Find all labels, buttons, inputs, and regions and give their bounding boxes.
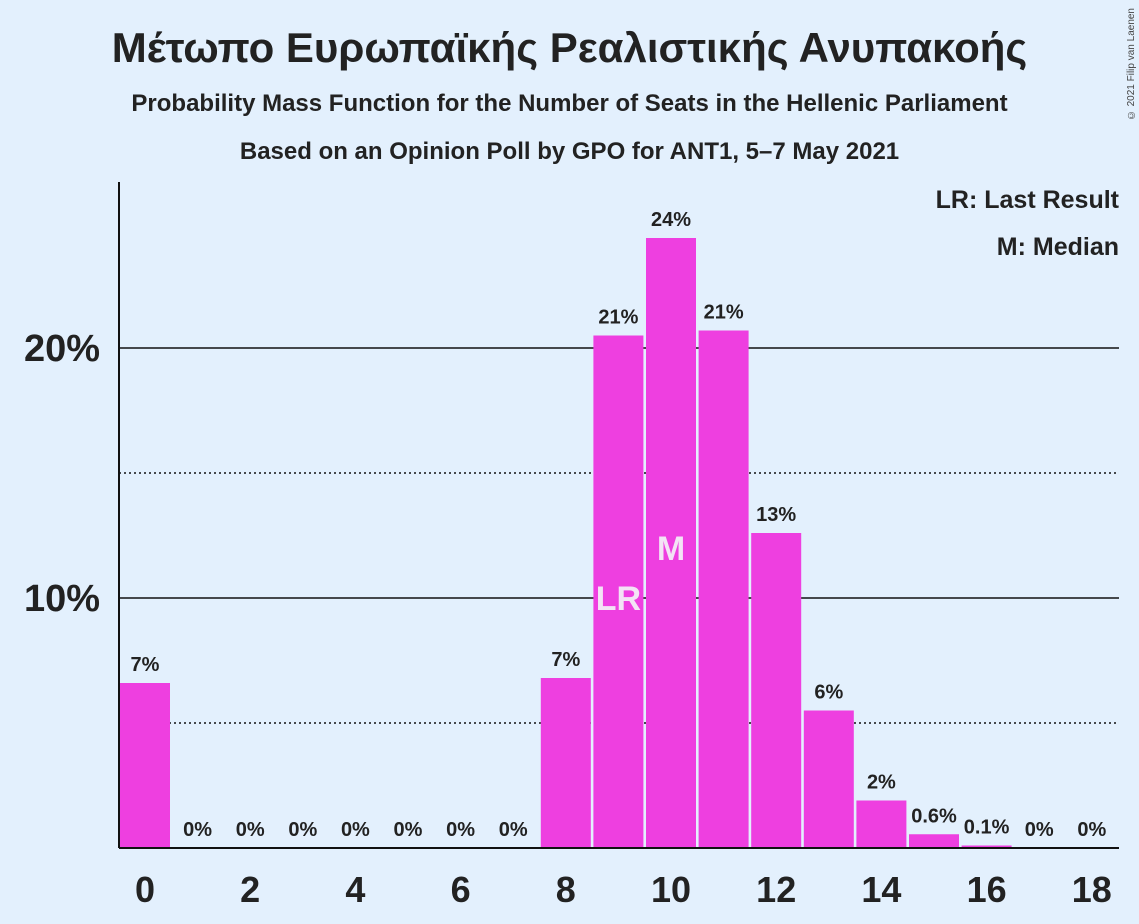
- label-mask: [854, 760, 909, 797]
- bar: [856, 800, 907, 848]
- data-label: 0%: [183, 819, 212, 841]
- bar: [909, 834, 959, 848]
- marker-lr: LR: [596, 580, 641, 618]
- data-label: 2%: [867, 772, 896, 794]
- data-label: 0%: [446, 819, 475, 841]
- legend-median: M: Median: [996, 233, 1119, 261]
- x-tick-label: 4: [345, 869, 365, 910]
- data-label: 21%: [704, 302, 744, 324]
- data-label: 0%: [1077, 819, 1106, 841]
- data-label: 24%: [651, 209, 691, 231]
- data-label: 0%: [394, 819, 423, 841]
- x-tick-label: 16: [967, 869, 1007, 910]
- bar: [120, 683, 170, 848]
- label-mask: [118, 643, 172, 679]
- data-label: 0.1%: [964, 817, 1010, 839]
- x-tick-label: 12: [756, 869, 796, 910]
- label-mask: [538, 638, 593, 674]
- y-tick-label: 10%: [24, 578, 100, 620]
- x-tick-label: 8: [556, 869, 576, 910]
- data-label: 21%: [598, 307, 638, 329]
- legend-last-result: LR: Last Result: [935, 186, 1119, 214]
- data-label: 0%: [288, 819, 317, 841]
- bar: [751, 533, 802, 848]
- data-label: 6%: [814, 682, 843, 704]
- x-tick-label: 10: [651, 869, 691, 910]
- x-tick-label: 14: [861, 869, 901, 910]
- label-mask: [696, 290, 751, 327]
- data-label: 0%: [341, 819, 370, 841]
- label-mask: [591, 295, 646, 332]
- chart-title: Μέτωπο Ευρωπαϊκής Ρεαλιστικής Ανυπακοής: [111, 24, 1028, 71]
- x-tick-label: 0: [135, 869, 155, 910]
- bar: [803, 710, 854, 848]
- bar: [593, 335, 644, 848]
- label-mask: [749, 493, 804, 529]
- label-mask: [801, 670, 856, 707]
- data-label: 7%: [131, 654, 160, 676]
- data-label: 0%: [499, 819, 528, 841]
- data-label: 0.6%: [911, 805, 957, 827]
- x-tick-label: 18: [1072, 869, 1112, 910]
- bar: [646, 238, 696, 848]
- chart-subtitle: Probability Mass Function for the Number…: [131, 90, 1008, 117]
- label-mask: [907, 794, 961, 831]
- data-label: 7%: [551, 649, 580, 671]
- chart-subtitle-source: Based on an Opinion Poll by GPO for ANT1…: [239, 138, 900, 165]
- marker-m: M: [657, 530, 685, 568]
- bar: [540, 678, 591, 848]
- bar: [961, 845, 1012, 848]
- y-tick-label: 20%: [24, 328, 100, 370]
- data-label: 0%: [236, 819, 265, 841]
- label-mask: [644, 198, 698, 234]
- data-label: 0%: [1025, 819, 1054, 841]
- data-label: 13%: [756, 504, 796, 526]
- bar: [698, 330, 749, 848]
- x-tick-label: 6: [451, 869, 471, 910]
- label-mask: [959, 805, 1014, 842]
- x-tick-label: 2: [240, 869, 260, 910]
